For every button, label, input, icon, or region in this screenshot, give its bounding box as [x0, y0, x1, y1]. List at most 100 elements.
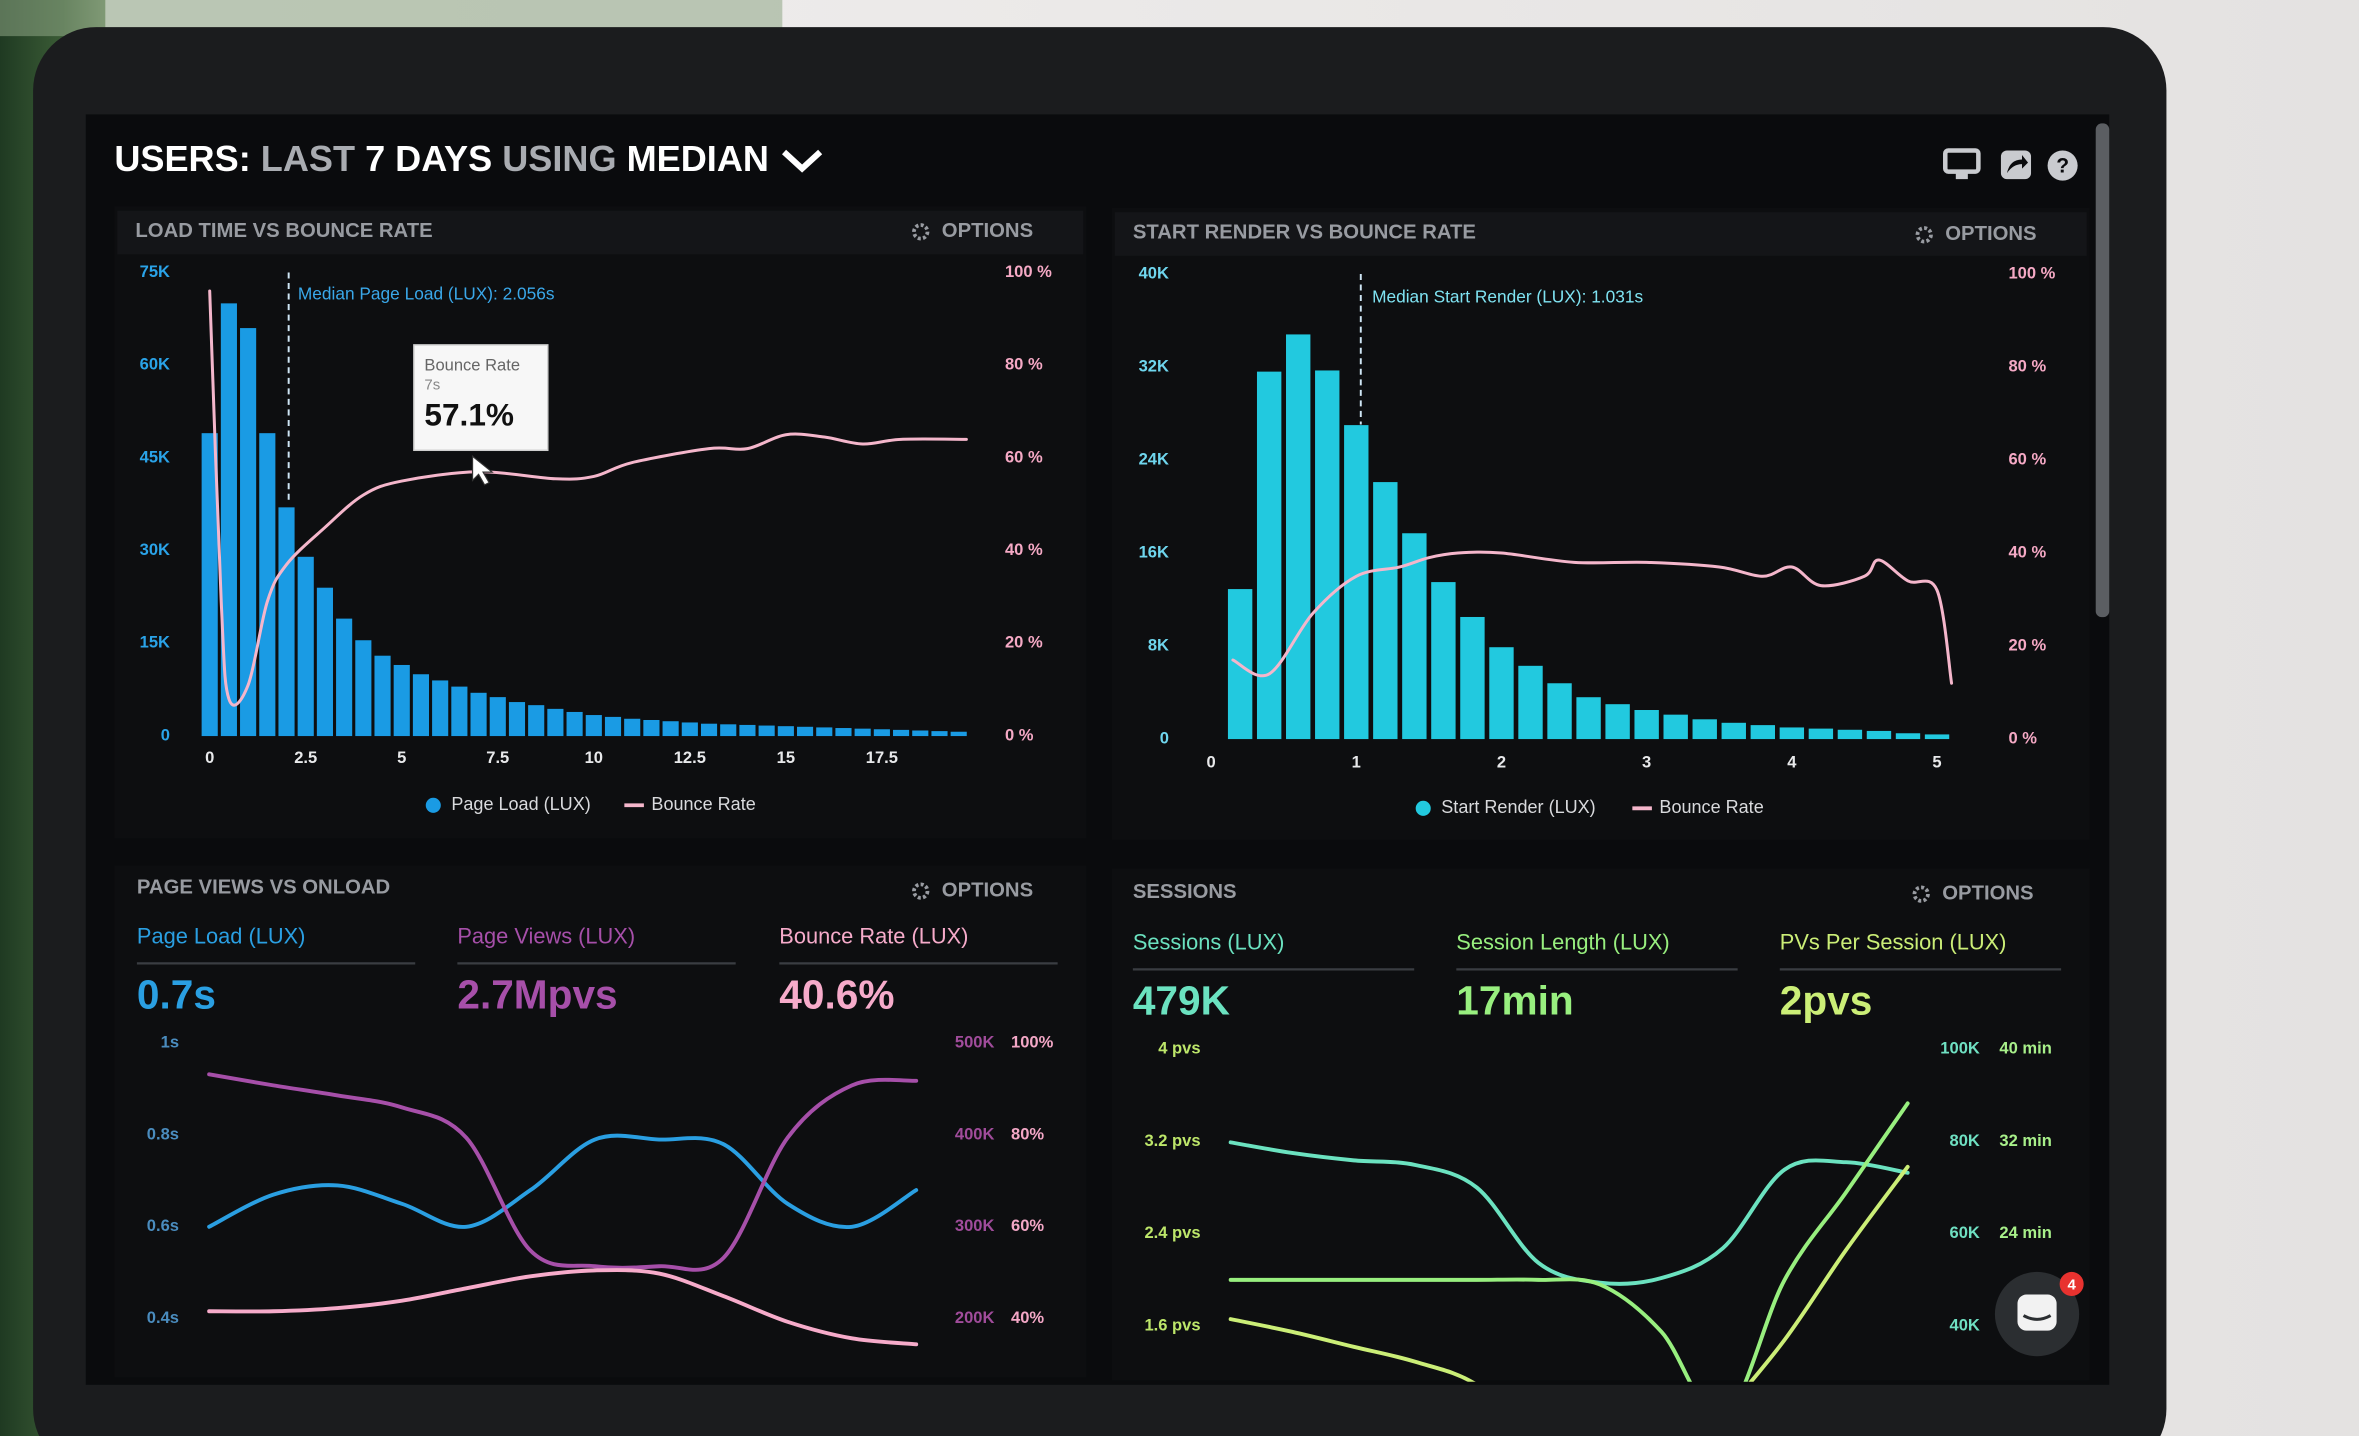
y3-tick-label: 40 min: [1999, 1039, 2051, 1058]
y-tick-label: 4 pvs: [1158, 1039, 1200, 1058]
y2-tick-label: 40K: [1950, 1315, 1980, 1334]
share-icon[interactable]: [2000, 150, 2032, 180]
bar: [412, 674, 430, 737]
y2-tick-label: 40 %: [2008, 542, 2046, 561]
bar: [931, 731, 948, 737]
bar: [1489, 647, 1514, 740]
y2-tick-label: 40 %: [1005, 540, 1043, 559]
y-tick-label: 45K: [140, 447, 170, 466]
dashboard-title[interactable]: USERS: LAST 7 DAYS USING MEDIAN: [114, 138, 769, 179]
y2-tick-label: 60 %: [2008, 449, 2046, 468]
y-tick-label: 40K: [1139, 263, 1169, 282]
y2-tick-label: 60 %: [1005, 447, 1043, 466]
bar: [374, 655, 391, 737]
bar: [1518, 665, 1543, 740]
bar: [1663, 714, 1688, 740]
y-tick-label: 16K: [1139, 542, 1169, 561]
bar: [796, 726, 814, 737]
bar: [1692, 719, 1717, 740]
y-tick-label: 8K: [1148, 635, 1169, 654]
y2-tick-label: 80K: [1950, 1131, 1980, 1150]
stat-value: 0.7s: [137, 972, 216, 1018]
scrollbar: [2095, 123, 2110, 618]
x-tick-label: 5: [1932, 753, 1941, 772]
bar: [489, 697, 506, 737]
line: [207, 1133, 919, 1229]
bar: [816, 727, 833, 737]
y-tick-label: 1.6 pvs: [1144, 1315, 1200, 1334]
y-tick-label: 15K: [140, 633, 170, 652]
bar: [1460, 616, 1485, 740]
y2-tick-label: 20 %: [2008, 635, 2046, 654]
stat-value: 17min: [1456, 978, 1573, 1024]
y2-tick-label: 500K: [955, 1033, 995, 1052]
bar: [547, 708, 564, 737]
y-tick-label: 24K: [1139, 449, 1169, 468]
y2-tick-label: 100 %: [1005, 262, 1052, 281]
bar: [624, 718, 641, 737]
legend-label: Bounce Rate: [1659, 797, 1763, 817]
gear-icon[interactable]: [912, 223, 930, 241]
bar: [297, 556, 314, 737]
options-button[interactable]: OPTIONS: [1942, 882, 2033, 904]
bar: [259, 433, 276, 737]
bar: [278, 507, 295, 737]
options-button[interactable]: OPTIONS: [942, 220, 1033, 242]
bar: [1895, 733, 1921, 740]
y2-tick-label: 0 %: [2008, 728, 2037, 747]
y3-tick-label: 40%: [1011, 1308, 1044, 1327]
line: [1228, 1164, 1910, 1382]
stat-label: Sessions (LUX): [1133, 930, 1284, 955]
bar: [528, 705, 545, 737]
y-tick-label: 0: [161, 725, 170, 744]
gear-icon[interactable]: [1912, 885, 1930, 903]
x-tick-label: 3: [1642, 753, 1651, 772]
x-tick-label: 12.5: [674, 748, 706, 767]
panel: [114, 865, 1087, 1378]
options-button[interactable]: OPTIONS: [1945, 223, 2036, 245]
bar: [220, 303, 237, 737]
x-tick-label: 4: [1787, 753, 1797, 772]
bar: [432, 680, 449, 737]
bar: [854, 728, 871, 737]
options-button[interactable]: OPTIONS: [942, 879, 1033, 901]
y-tick-label: 0.4s: [147, 1308, 179, 1327]
cursor: [471, 455, 494, 486]
y-tick-label: 1s: [161, 1033, 179, 1052]
gear-icon[interactable]: [912, 882, 930, 900]
bar: [585, 715, 602, 737]
line: [1231, 550, 1954, 685]
panel-header: [117, 210, 1084, 255]
bar: [1721, 722, 1746, 740]
y2-tick-label: 80 %: [1005, 355, 1043, 374]
panel-title: START RENDER VS BOUNCE RATE: [1133, 222, 1476, 244]
bar: [336, 618, 353, 737]
plot: [1227, 334, 1954, 740]
y3-tick-label: 24 min: [1999, 1223, 2051, 1242]
x-tick-label: 2: [1497, 753, 1506, 772]
bar: [893, 729, 910, 737]
plot: [207, 1072, 919, 1347]
chat-button[interactable]: 4: [1994, 1271, 2084, 1357]
bar: [1256, 371, 1282, 740]
bar: [470, 692, 487, 737]
dropdown-chevron[interactable]: [782, 149, 823, 173]
bar: [700, 723, 718, 737]
y-tick-label: 0.6s: [147, 1216, 179, 1235]
title-part: 7 DAYS: [365, 138, 492, 179]
title-part: MEDIAN: [627, 138, 769, 179]
stat-value: 40.6%: [779, 972, 894, 1018]
bar: [1808, 728, 1834, 740]
monitor-icon[interactable]: [1943, 148, 1981, 180]
help-icon[interactable]: ?: [2047, 150, 2078, 181]
bar: [643, 719, 660, 737]
legend-marker: [1415, 800, 1431, 816]
stat-value: 2.7Mpvs: [457, 972, 617, 1018]
legend-label: Start Render (LUX): [1441, 797, 1595, 817]
x-tick-label: 7.5: [486, 748, 509, 767]
bar: [355, 640, 372, 737]
panel-title: SESSIONS: [1133, 881, 1237, 903]
gear-icon[interactable]: [1915, 226, 1933, 244]
x-tick-label: 10: [585, 748, 603, 767]
